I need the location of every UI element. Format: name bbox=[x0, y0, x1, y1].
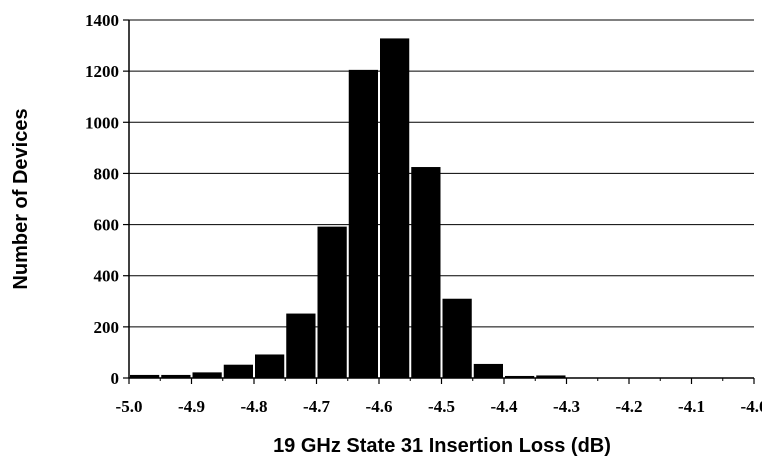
bar bbox=[536, 375, 566, 378]
x-tick-label: -4.3 bbox=[553, 397, 580, 416]
x-tick-label: -4.7 bbox=[303, 397, 330, 416]
y-tick-label: 200 bbox=[94, 318, 120, 337]
bar bbox=[286, 313, 316, 378]
x-tick-label: -4.9 bbox=[178, 397, 205, 416]
y-tick-labels: 0 200 400 600 800 1000 1200 1400 bbox=[85, 11, 119, 388]
x-tick-label: -4.1 bbox=[678, 397, 705, 416]
y-tick-label: 400 bbox=[94, 267, 120, 286]
y-tick-label: 1000 bbox=[85, 113, 119, 132]
bars bbox=[130, 38, 753, 378]
y-tick-label: 1200 bbox=[85, 62, 119, 81]
bar bbox=[411, 167, 441, 378]
x-tick-label: -4.4 bbox=[491, 397, 518, 416]
bar bbox=[223, 364, 253, 378]
x-tick-labels: -5.0 -4.9 -4.8 -4.7 -4.6 -4.5 -4.4 -4.3 -4.2 -4.1… bbox=[116, 397, 762, 416]
x-tick-label: -4.8 bbox=[241, 397, 268, 416]
y-tick-label: 0 bbox=[111, 369, 120, 388]
y-tick-label: 1400 bbox=[85, 11, 119, 30]
x-axis-title: 19 GHz State 31 Insertion Loss (dB) bbox=[273, 435, 611, 457]
bar bbox=[348, 69, 378, 378]
bar bbox=[130, 374, 160, 378]
axes bbox=[123, 19, 755, 384]
y-tick-label: 800 bbox=[94, 164, 120, 183]
bar bbox=[255, 354, 285, 378]
x-tick-label: -5.0 bbox=[116, 397, 143, 416]
bar bbox=[317, 226, 347, 378]
bar bbox=[192, 372, 222, 378]
y-tick-label: 600 bbox=[94, 216, 120, 235]
grid-lines bbox=[129, 19, 754, 328]
bar bbox=[473, 363, 503, 378]
bar bbox=[380, 38, 410, 378]
bar bbox=[161, 374, 191, 378]
y-axis-title: Number of Devices bbox=[10, 108, 32, 289]
x-tick-label: -4.2 bbox=[616, 397, 643, 416]
x-tick-label: -4.6 bbox=[366, 397, 393, 416]
x-tick-label: -4.0 bbox=[741, 397, 762, 416]
bar bbox=[442, 298, 472, 378]
x-tick-label: -4.5 bbox=[428, 397, 455, 416]
bar bbox=[505, 375, 535, 378]
